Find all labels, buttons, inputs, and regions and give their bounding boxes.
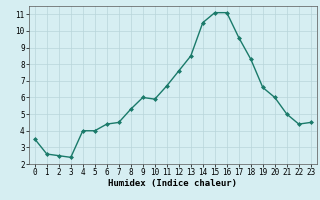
- X-axis label: Humidex (Indice chaleur): Humidex (Indice chaleur): [108, 179, 237, 188]
